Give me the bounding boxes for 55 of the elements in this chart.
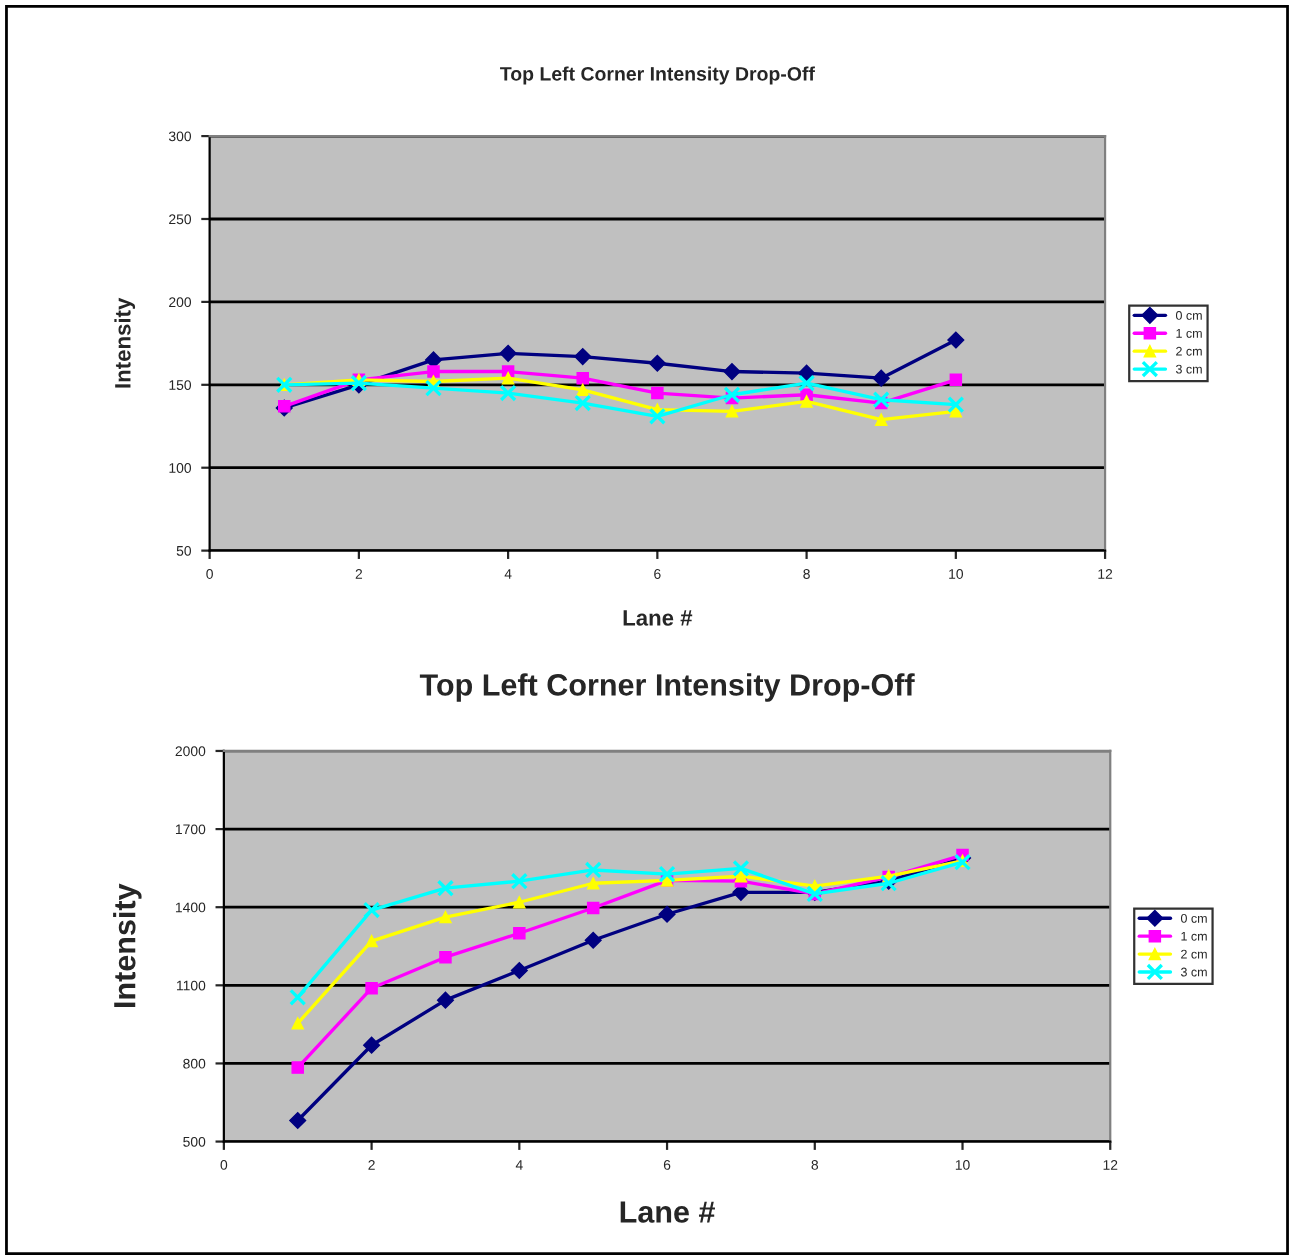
point <box>362 901 381 919</box>
point <box>584 931 602 949</box>
point <box>586 901 600 915</box>
y-axis-title: Intensity <box>113 883 142 1008</box>
point <box>874 413 888 426</box>
point <box>949 373 963 387</box>
point <box>499 344 517 362</box>
point <box>723 362 741 381</box>
point <box>584 861 602 879</box>
point <box>872 369 890 387</box>
point <box>424 379 443 397</box>
point <box>291 1061 304 1074</box>
point <box>289 1111 307 1130</box>
point <box>658 865 676 883</box>
point <box>949 405 963 418</box>
point <box>648 354 666 372</box>
point <box>499 384 517 402</box>
point <box>586 876 600 890</box>
point <box>576 371 589 385</box>
x-axis-title: Lane # <box>623 610 693 626</box>
point <box>574 394 592 412</box>
point <box>723 386 741 404</box>
point <box>289 988 307 1006</box>
point <box>651 386 664 400</box>
point <box>365 981 378 995</box>
point <box>427 365 440 378</box>
point <box>872 391 890 409</box>
point <box>800 395 813 408</box>
point <box>648 407 666 425</box>
point <box>439 950 452 964</box>
point <box>576 383 589 397</box>
x-axis-title: Lane # <box>620 1201 715 1223</box>
point <box>798 364 816 382</box>
point <box>436 991 455 1009</box>
point <box>436 879 455 897</box>
point <box>363 1036 381 1054</box>
point <box>510 872 528 890</box>
point <box>725 405 739 418</box>
point <box>947 396 965 414</box>
point <box>291 1017 304 1030</box>
point <box>501 371 515 385</box>
point <box>510 961 528 980</box>
point <box>513 926 526 940</box>
point <box>574 348 592 366</box>
point <box>732 859 750 878</box>
point <box>947 331 965 349</box>
point <box>797 374 816 392</box>
chart-title: Top Left Corner Intensity Drop-Off <box>419 673 915 702</box>
point <box>439 910 452 924</box>
point <box>365 934 378 948</box>
point <box>658 905 676 923</box>
point <box>734 869 748 883</box>
point <box>513 896 526 909</box>
y-axis-title: Intensity <box>114 297 136 388</box>
chart-title: Top Left Corner Intensity Drop-Off <box>500 66 815 85</box>
